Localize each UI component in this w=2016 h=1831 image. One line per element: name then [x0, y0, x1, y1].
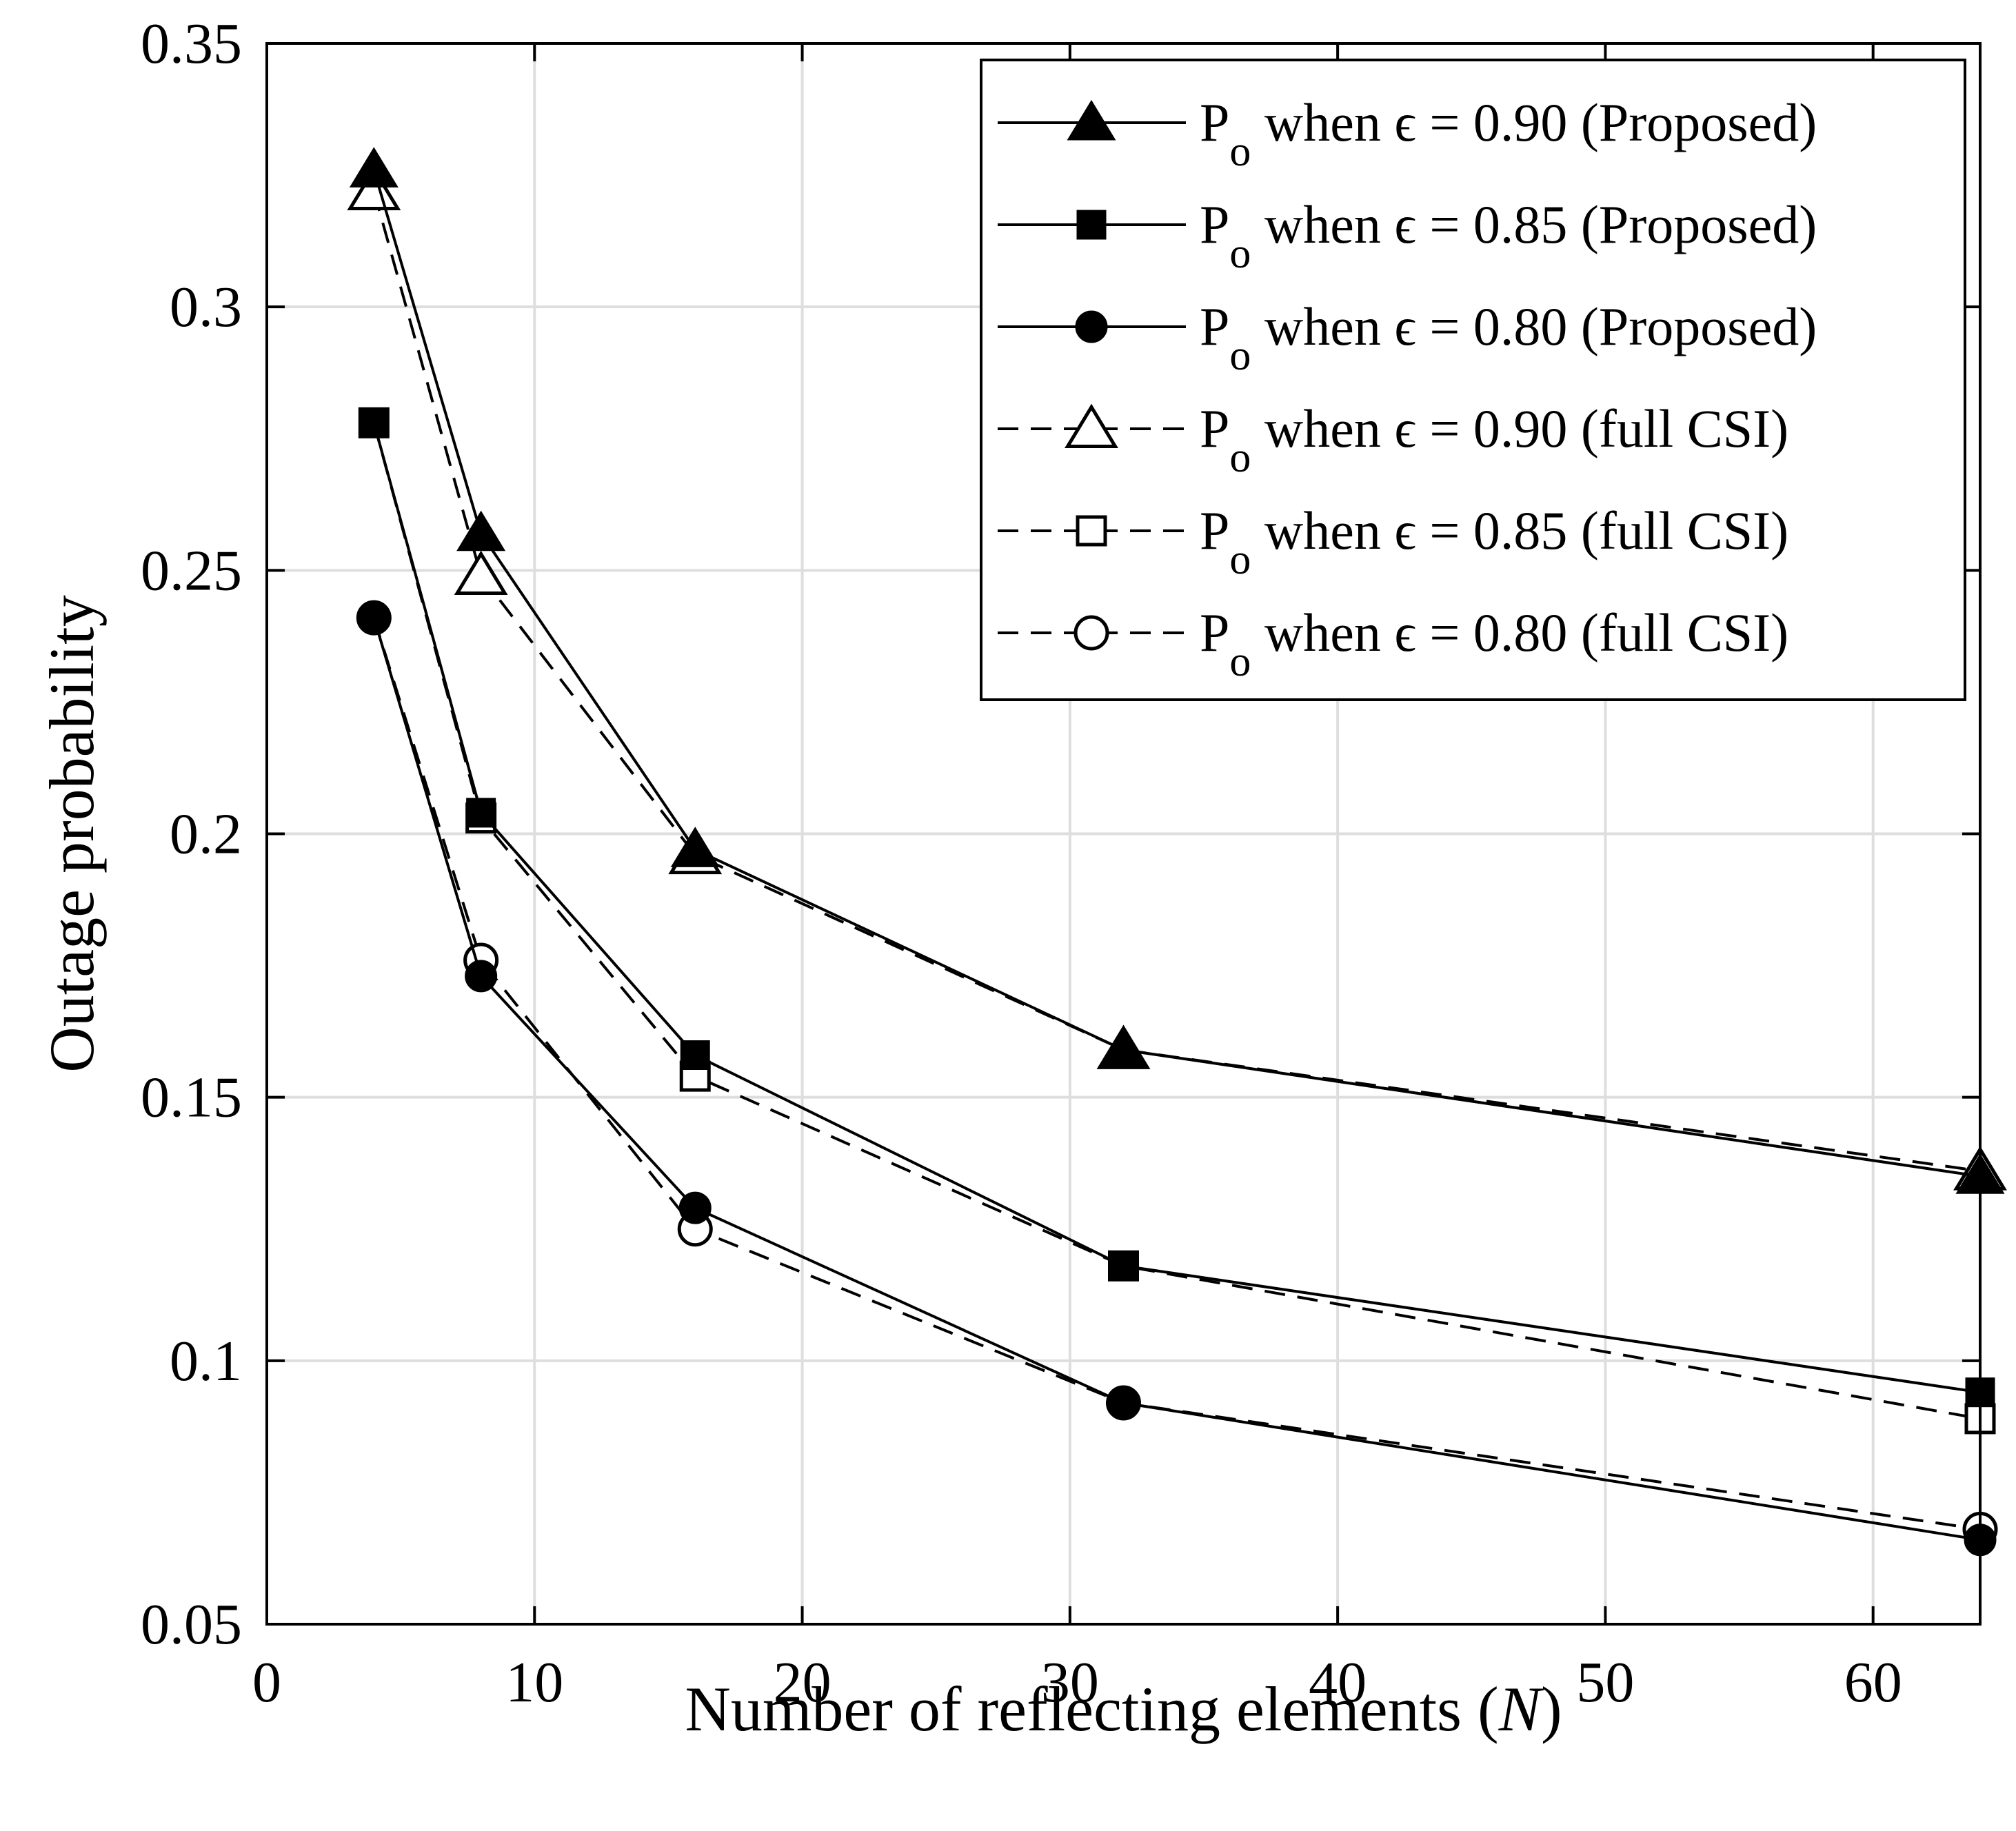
series-0-point-2 — [670, 827, 720, 867]
y-tick-label-5: 0.3 — [170, 275, 242, 339]
legend-label-text-0: when ϵ = 0.90 (Proposed) — [1251, 92, 1817, 152]
x-axis-label-prefix: Number of reflecting elements ( — [685, 1674, 1498, 1744]
y-tick-label-6: 0.35 — [141, 12, 242, 76]
x-tick-label-2: 20 — [774, 1650, 831, 1714]
legend-label-text-1: when ϵ = 0.85 (Proposed) — [1251, 194, 1817, 254]
x-tick-label-3: 30 — [1041, 1650, 1099, 1714]
legend-entry-0: Po when ϵ = 0.90 (Proposed) — [998, 92, 1817, 175]
series-0-point-1 — [456, 510, 506, 552]
legend-label-text-4: when ϵ = 0.85 (full CSI) — [1251, 500, 1788, 560]
x-tick-label-5: 50 — [1576, 1650, 1634, 1714]
legend-label-subscript-5: o — [1229, 638, 1251, 685]
legend-label-symbol-3: P — [1200, 398, 1229, 458]
legend-label-5: Po when ϵ = 0.80 (full CSI) — [1200, 603, 1788, 685]
x-tick-label-4: 40 — [1309, 1650, 1367, 1714]
legend-marker-2 — [1075, 310, 1108, 343]
x-axis-label-variable: N — [1498, 1674, 1544, 1744]
legend-label-symbol-5: P — [1200, 603, 1229, 662]
legend-label-subscript-1: o — [1229, 230, 1251, 277]
y-tick-label-1: 0.1 — [170, 1329, 242, 1393]
axes — [265, 42, 1982, 1626]
series-2-point-2 — [678, 1191, 712, 1224]
legend-marker-3 — [1065, 403, 1118, 448]
legend-label-symbol-4: P — [1200, 500, 1229, 560]
legend-label-0: Po when ϵ = 0.90 (Proposed) — [1200, 92, 1817, 175]
legend-entry-2: Po when ϵ = 0.80 (Proposed) — [998, 296, 1817, 379]
x-axis-label: Number of reflecting elements (N) — [685, 1674, 1562, 1744]
legend-entry-5: Po when ϵ = 0.80 (full CSI) — [998, 603, 1788, 685]
legend-label-2: Po when ϵ = 0.80 (Proposed) — [1200, 296, 1817, 379]
legend-box — [980, 59, 1966, 701]
legend-label-text-5: when ϵ = 0.80 (full CSI) — [1251, 603, 1788, 662]
legend: Po when ϵ = 0.90 (Proposed)Po when ϵ = 0… — [980, 59, 1966, 701]
series-1-point-0 — [359, 407, 389, 438]
series-line-3 — [372, 190, 1981, 1173]
legend-label-symbol-2: P — [1200, 296, 1229, 356]
x-tick-label-0: 0 — [252, 1650, 281, 1714]
series-3-point-1 — [454, 550, 508, 595]
legend-label-text-3: when ϵ = 0.90 (full CSI) — [1251, 398, 1788, 458]
legend-label-subscript-0: o — [1229, 128, 1251, 175]
series-2-point-1 — [465, 960, 498, 993]
series-0-point-3 — [1099, 1026, 1148, 1068]
legend-label-1: Po when ϵ = 0.85 (Proposed) — [1200, 194, 1817, 277]
tick-labels: 0 10 20 30 40 50 60 0.05 0.1 0.15 0.2 0.25 0.3 0.35 — [141, 12, 1902, 1714]
series-0 — [349, 147, 2005, 1194]
series-1-point-2 — [680, 1040, 710, 1071]
legend-label-4: Po when ϵ = 0.85 (full CSI) — [1200, 500, 1788, 583]
y-tick-label-4: 0.25 — [141, 538, 242, 603]
legend-marker-4 — [1076, 515, 1107, 547]
legend-marker-5 — [1073, 615, 1109, 651]
y-tick-label-0: 0.05 — [141, 1592, 242, 1657]
y-tick-label-3: 0.2 — [170, 802, 242, 867]
legend-label-subscript-2: o — [1229, 332, 1251, 379]
x-axis-label-suffix: ) — [1541, 1674, 1562, 1744]
legend-entry-1: Po when ϵ = 0.85 (Proposed) — [998, 194, 1817, 277]
legend-label-symbol-0: P — [1200, 92, 1229, 152]
legend-label-3: Po when ϵ = 0.90 (full CSI) — [1200, 398, 1788, 481]
legend-label-subscript-3: o — [1229, 434, 1251, 481]
legend-marker-0 — [1067, 99, 1116, 141]
legend-label-subscript-4: o — [1229, 536, 1251, 583]
legend-entry-3: Po when ϵ = 0.90 (full CSI) — [998, 398, 1788, 481]
series-layer — [347, 147, 2007, 1557]
y-tick-label-2: 0.15 — [141, 1066, 242, 1130]
series-2-point-3 — [1107, 1386, 1140, 1419]
legend-entry-4: Po when ϵ = 0.85 (full CSI) — [998, 500, 1788, 583]
legend-marker-1 — [1076, 210, 1107, 240]
series-3-point-0 — [347, 165, 401, 211]
series-1-point-3 — [1109, 1251, 1138, 1281]
x-tick-label-1: 10 — [505, 1650, 563, 1714]
series-1-point-1 — [466, 798, 496, 828]
y-axis-label: Outage probability — [37, 595, 107, 1072]
series-2-point-0 — [357, 601, 390, 634]
series-0-point-0 — [349, 147, 399, 188]
x-tick-label-6: 60 — [1844, 1650, 1902, 1714]
legend-label-symbol-1: P — [1200, 194, 1229, 254]
legend-label-text-2: when ϵ = 0.80 (Proposed) — [1251, 296, 1817, 356]
